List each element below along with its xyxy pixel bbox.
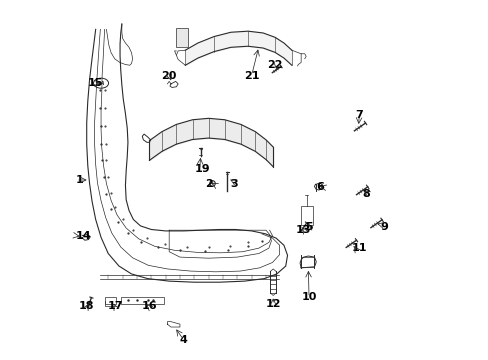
Text: 8: 8: [362, 189, 370, 199]
Text: 5: 5: [305, 222, 312, 231]
Text: 22: 22: [266, 60, 282, 70]
FancyBboxPatch shape: [175, 28, 188, 47]
Text: 20: 20: [161, 71, 177, 81]
Text: 6: 6: [316, 182, 324, 192]
Text: 1: 1: [76, 175, 83, 185]
Text: 13: 13: [295, 225, 311, 235]
Text: 7: 7: [355, 111, 363, 121]
Text: 12: 12: [265, 299, 281, 309]
Text: 4: 4: [179, 334, 187, 345]
Text: 14: 14: [75, 231, 91, 240]
Text: 2: 2: [204, 179, 212, 189]
Text: KIA: KIA: [96, 81, 105, 86]
Text: 9: 9: [380, 222, 388, 231]
Text: 16: 16: [142, 301, 157, 311]
Text: 3: 3: [230, 179, 237, 189]
Text: 15: 15: [88, 78, 103, 88]
Text: 18: 18: [79, 301, 94, 311]
Text: 17: 17: [107, 301, 123, 311]
Text: 21: 21: [244, 71, 259, 81]
Text: 10: 10: [301, 292, 316, 302]
Text: 19: 19: [194, 164, 209, 174]
Text: 11: 11: [351, 243, 367, 253]
